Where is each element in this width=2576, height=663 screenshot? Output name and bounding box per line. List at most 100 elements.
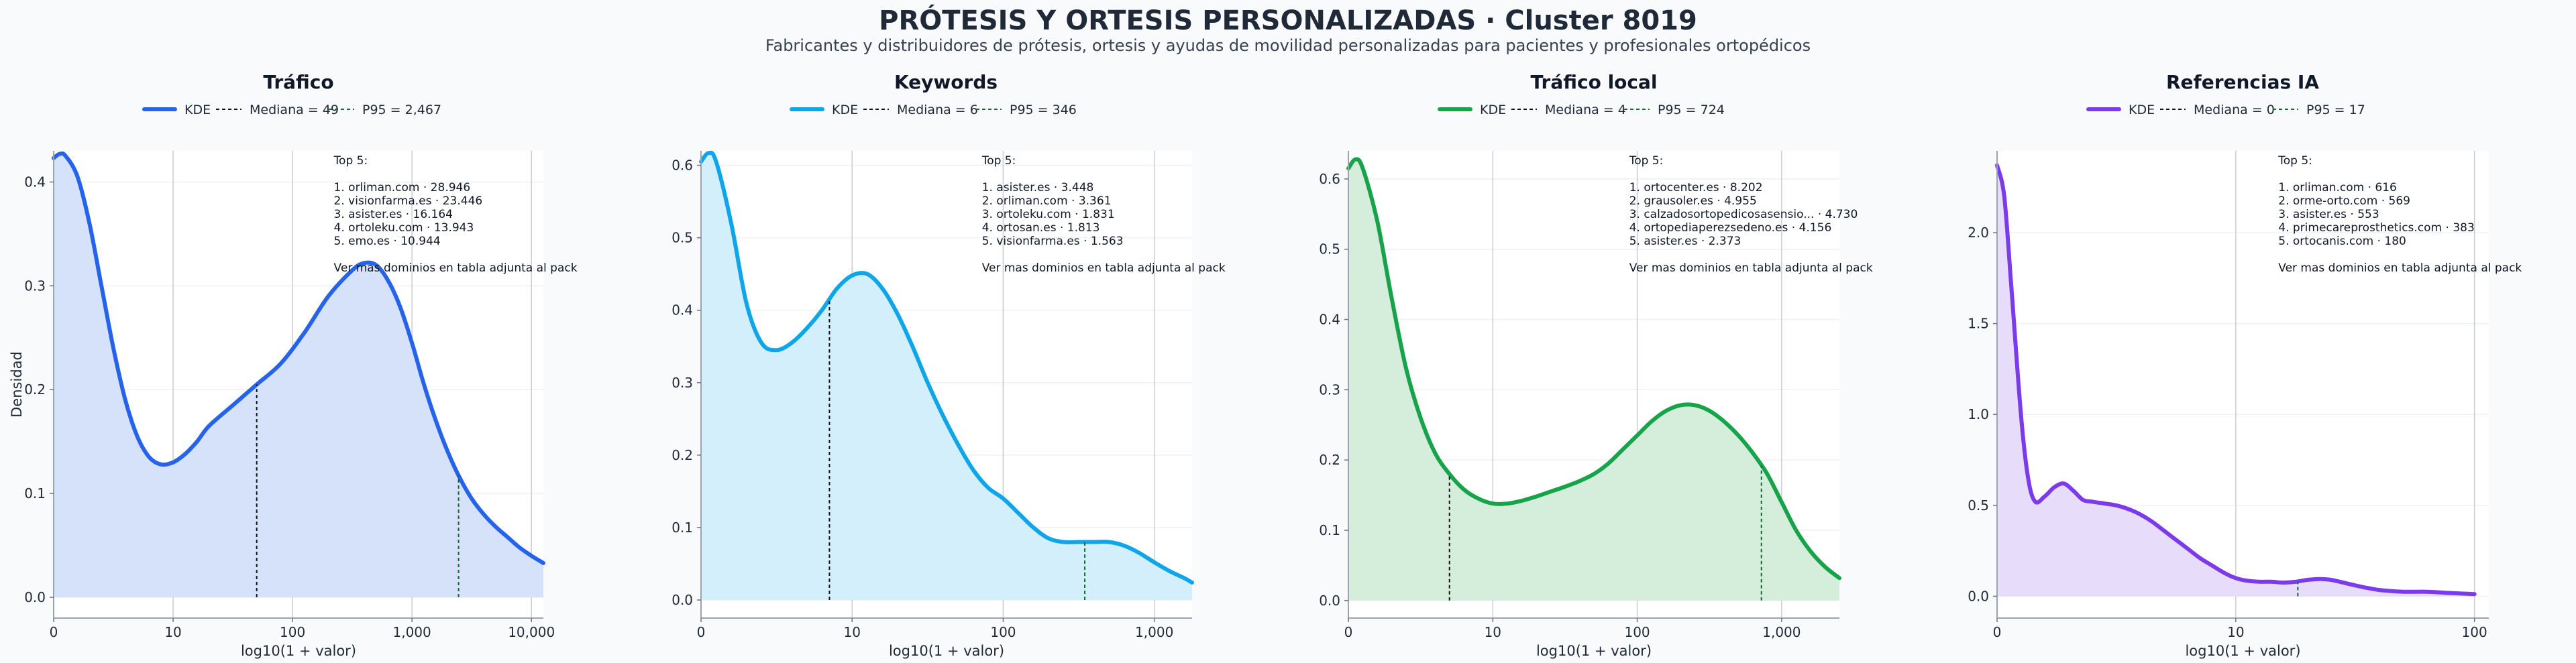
y-tick-label: 0.4 — [672, 302, 693, 318]
chart-panel-3: 0.0 0.1 0.2 0.3 0.4 0.5 0.6 0 10 100 1,000 log10(1 … — [1319, 71, 1873, 659]
annotation-line: 3. ortoleku.com · 1.831 — [982, 208, 1115, 221]
x-tick-label: 10,000 — [508, 624, 555, 640]
y-tick-label: 0.6 — [672, 158, 693, 174]
annotation-line: 1. asister.es · 3.448 — [982, 181, 1094, 194]
annotation-line: 5. asister.es · 2.373 — [1629, 235, 1741, 248]
y-tick-label: 0.0 — [24, 589, 46, 605]
annotation-line: 5. visionfarma.es · 1.563 — [982, 235, 1124, 248]
y-tick-label: 0.3 — [24, 278, 46, 294]
annotation-line: 3. asister.es · 16.164 — [334, 208, 453, 221]
y-tick-label: 0.0 — [1968, 588, 1989, 604]
chart-panel-4: 0.0 0.5 1.0 1.5 2.0 0 10 100 log10(1 + valor) Ref… — [1968, 71, 2522, 659]
annotation-line: Top 5: — [1629, 154, 1664, 168]
panel-title: Referencias IA — [2166, 71, 2319, 93]
panel-title: Tráfico — [263, 71, 333, 93]
kde-area — [1997, 165, 2475, 597]
x-tick-label: 100 — [2462, 624, 2487, 640]
x-tick-label: 1,000 — [1135, 624, 1173, 640]
x-axis-label: log10(1 + valor) — [889, 643, 1004, 659]
kde-line — [1346, 157, 1841, 581]
chart-panel-1: 0.0 0.1 0.2 0.3 0.4 0 10 100 1,000 10,000 log10(1 … — [9, 71, 578, 659]
kde-line — [1995, 163, 2477, 597]
y-tick-label: 0.5 — [1968, 497, 1989, 514]
annotation-line: Top 5: — [333, 154, 368, 168]
annotation-line: 3. calzadosortopedicosasensio... · 4.730 — [1629, 208, 1858, 221]
x-tick-label: 0 — [50, 624, 58, 640]
panel-title: Keywords — [894, 71, 998, 93]
y-tick-label: 1.5 — [1968, 316, 1989, 332]
kde-line — [52, 151, 545, 565]
chart-panel-2: 0.0 0.1 0.2 0.3 0.4 0.5 0.6 0 10 100 1,000 log10(1 … — [672, 71, 1226, 659]
annotation-line: 4. ortoleku.com · 13.943 — [334, 221, 474, 235]
y-tick-label: 0.2 — [1319, 452, 1340, 468]
x-tick-label: 100 — [1624, 624, 1650, 640]
legend-p95-label: P95 = 346 — [1010, 103, 1077, 117]
annotation-line: Ver mas dominios en tabla adjunta al pac… — [2278, 261, 2522, 275]
kde-area — [54, 153, 543, 598]
annotation-line: Ver mas dominios en tabla adjunta al pac… — [982, 261, 1226, 275]
y-axis-label: Densidad — [9, 351, 25, 418]
y-tick-label: 0.1 — [672, 520, 693, 536]
panel-title: Tráfico local — [1531, 71, 1658, 93]
y-tick-label: 0.2 — [672, 447, 693, 463]
y-tick-label: 0.4 — [1319, 312, 1340, 328]
x-tick-label: 0 — [1344, 624, 1353, 640]
y-tick-label: 0.0 — [1319, 593, 1340, 609]
x-tick-label: 10 — [2227, 624, 2244, 640]
kde-area — [1348, 159, 1839, 601]
legend-kde-label: KDE — [184, 103, 211, 117]
y-tick-label: 2.0 — [1968, 225, 1989, 241]
annotation-line: 1. orliman.com · 616 — [2278, 181, 2397, 194]
y-tick-label: 0.4 — [24, 174, 46, 190]
annotation-line: 2. grausoler.es · 4.955 — [1629, 194, 1757, 208]
y-tick-label: 0.3 — [1319, 381, 1340, 398]
legend-p95-label: P95 = 2,467 — [362, 103, 441, 117]
legend-median-label: Mediana = 4 — [1545, 103, 1626, 117]
annotation-line: 1. ortocenter.es · 8.202 — [1629, 181, 1763, 194]
annotation-line: 1. orliman.com · 28.946 — [334, 181, 471, 194]
legend-median-label: Mediana = 49 — [250, 103, 339, 117]
y-tick-label: 1.0 — [1968, 406, 1989, 422]
annotation-line: 2. orliman.com · 3.361 — [982, 194, 1112, 208]
x-tick-label: 10 — [164, 624, 181, 640]
legend-kde-label: KDE — [832, 103, 858, 117]
annotation-line: 4. ortosan.es · 1.813 — [982, 221, 1100, 235]
annotation-line: Ver mas dominios en tabla adjunta al pac… — [334, 261, 578, 275]
legend-median-label: Mediana = 0 — [2194, 103, 2275, 117]
legend-p95-label: P95 = 724 — [1658, 103, 1725, 117]
kde-area — [701, 152, 1192, 600]
kde-line — [699, 150, 1194, 585]
annotation-line: 5. emo.es · 10.944 — [334, 235, 441, 248]
x-tick-label: 0 — [697, 624, 706, 640]
annotation-line: 3. asister.es · 553 — [2278, 208, 2379, 221]
page-subtitle: Fabricantes y distribuidores de prótesis… — [765, 36, 1811, 55]
x-tick-label: 100 — [990, 624, 1016, 640]
x-tick-label: 100 — [280, 624, 305, 640]
legend-p95-label: P95 = 17 — [2306, 103, 2365, 117]
annotation-line: 4. primecareprosthetics.com · 383 — [2278, 221, 2475, 235]
annotation-line: Ver mas dominios en tabla adjunta al pac… — [1629, 261, 1873, 275]
x-tick-label: 10 — [844, 624, 861, 640]
y-tick-label: 0.5 — [1319, 241, 1340, 257]
y-tick-label: 0.0 — [672, 592, 693, 608]
y-tick-label: 0.1 — [1319, 522, 1340, 538]
legend-kde-label: KDE — [2129, 103, 2155, 117]
annotation-line: 2. orme-orto.com · 569 — [2278, 194, 2410, 208]
x-tick-label: 1,000 — [1762, 624, 1801, 640]
annotation-line: 2. visionfarma.es · 23.446 — [334, 194, 483, 208]
x-tick-label: 10 — [1485, 624, 1501, 640]
annotation-line: Top 5: — [981, 154, 1016, 168]
y-tick-label: 0.1 — [24, 485, 46, 501]
x-axis-label: log10(1 + valor) — [2185, 643, 2300, 659]
y-tick-label: 0.5 — [672, 230, 693, 246]
y-tick-label: 0.3 — [672, 375, 693, 391]
annotation-line: 5. ortocanis.com · 180 — [2278, 235, 2406, 248]
x-axis-label: log10(1 + valor) — [1536, 643, 1652, 659]
y-tick-label: 0.6 — [1319, 171, 1340, 187]
legend-kde-label: KDE — [1480, 103, 1506, 117]
annotation-line: Top 5: — [2277, 154, 2312, 168]
page-title: PRÓTESIS Y ORTESIS PERSONALIZADAS · Clus… — [879, 5, 1697, 36]
x-axis-label: log10(1 + valor) — [241, 643, 356, 659]
legend-median-label: Mediana = 6 — [897, 103, 978, 117]
